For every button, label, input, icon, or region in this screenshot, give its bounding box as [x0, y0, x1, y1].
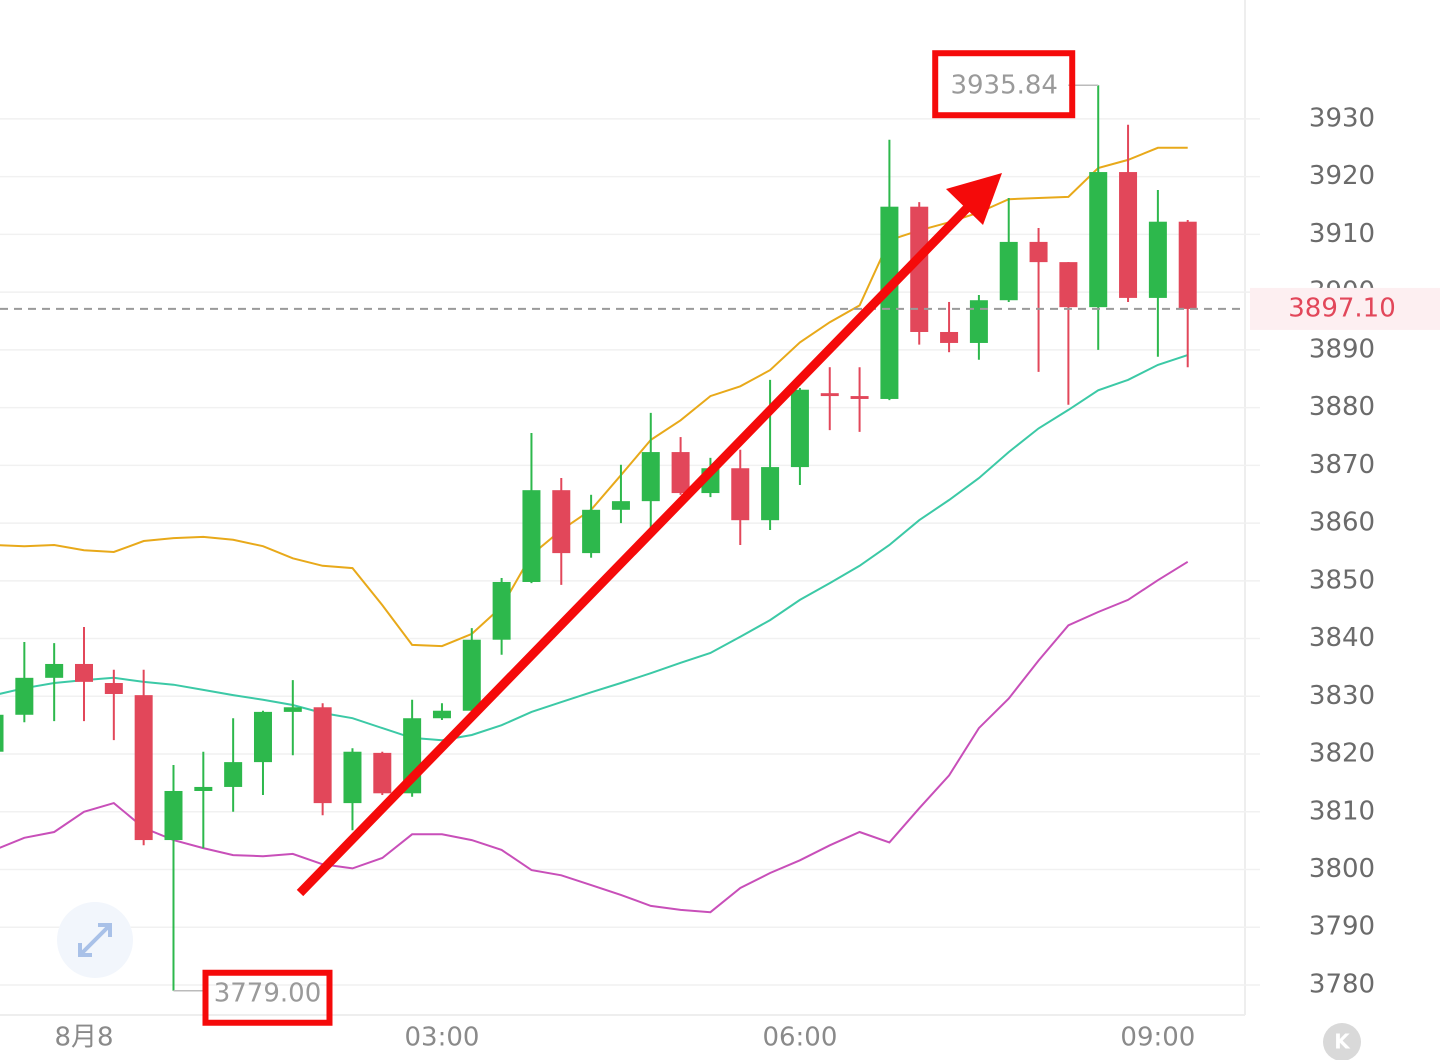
- candle-body: [522, 490, 541, 582]
- candle-body: [343, 751, 362, 804]
- candle-body: [1029, 241, 1048, 263]
- candle-body: [194, 786, 213, 791]
- trend-arrow-head: [946, 173, 1002, 225]
- candle-body: [253, 711, 272, 763]
- candle-body: [164, 790, 183, 841]
- candle-body: [761, 467, 780, 521]
- k-button-label[interactable]: K: [1334, 1030, 1351, 1054]
- candle-body: [671, 452, 690, 494]
- expand-button[interactable]: [57, 902, 133, 978]
- trend-arrow-shaft: [296, 201, 974, 897]
- low-label: 3779.00: [214, 978, 322, 1008]
- candle-body: [880, 206, 899, 399]
- y-tick-label: 3850: [1309, 565, 1375, 595]
- candles: [0, 85, 1197, 991]
- expand-icon: [78, 923, 112, 957]
- y-tick-label: 3780: [1309, 969, 1375, 999]
- y-tick-label: 3930: [1309, 103, 1375, 133]
- high-label-box: [932, 50, 1076, 119]
- candle-body: [1089, 172, 1108, 308]
- x-tick-label: 8月8: [54, 1023, 113, 1053]
- last-price-bg: [1250, 287, 1440, 330]
- candle-body: [999, 241, 1018, 301]
- low-label-box: [202, 969, 333, 1026]
- candle-body: [552, 490, 571, 554]
- y-tick-label: 3800: [1309, 854, 1375, 884]
- candle-body: [15, 677, 34, 715]
- candle-body: [313, 707, 332, 804]
- band-line: [0, 560, 1189, 914]
- y-tick-label: 3890: [1309, 334, 1375, 364]
- candle-body: [283, 707, 302, 712]
- labels: 3780 3790 3800 3810 3820 3830 3840 3850 3860 3870…: [0, 50, 1440, 1053]
- candle-body: [224, 762, 243, 787]
- k-button[interactable]: [1323, 1023, 1361, 1060]
- candle-body: [492, 581, 511, 640]
- candle-body: [611, 501, 630, 510]
- y-tick-label: 3920: [1309, 161, 1375, 191]
- x-tick-label: 09:00: [1120, 1023, 1195, 1053]
- candle-body: [910, 206, 929, 332]
- y-tick-label: 3830: [1309, 681, 1375, 711]
- x-tick-label: 03:00: [404, 1023, 479, 1053]
- candle-body: [969, 300, 988, 343]
- band-line: [0, 354, 1189, 742]
- candle-body: [820, 393, 839, 397]
- candle-body: [582, 509, 601, 554]
- candle-body: [1059, 262, 1078, 308]
- y-tick-label: 3860: [1309, 508, 1375, 538]
- y-tick-label: 3880: [1309, 392, 1375, 422]
- candle-body: [45, 663, 64, 678]
- candle-body: [462, 639, 481, 711]
- y-tick-label: 3810: [1309, 796, 1375, 826]
- y-tick-label: 3840: [1309, 623, 1375, 653]
- candle-body: [0, 714, 4, 752]
- last-price-label: 3897.10: [1288, 293, 1396, 323]
- candle-body: [75, 663, 93, 682]
- candle-body: [373, 752, 392, 794]
- candle-body: [731, 468, 750, 521]
- y-tick-label: 3790: [1309, 912, 1375, 942]
- x-tick-label: 06:00: [762, 1023, 837, 1053]
- candle-body: [1148, 221, 1167, 298]
- candle-body: [1119, 172, 1138, 298]
- candle-body: [641, 452, 660, 502]
- y-tick-label: 3870: [1309, 450, 1375, 480]
- grid: [0, 118, 1260, 986]
- candle-body: [432, 710, 451, 719]
- y-tick-label: 3910: [1309, 219, 1375, 249]
- candle-body: [940, 331, 959, 343]
- candle-body: [790, 389, 809, 468]
- candle-body: [104, 683, 123, 694]
- candle-body: [134, 695, 153, 841]
- candle-body: [850, 396, 869, 399]
- y-tick-label: 3820: [1309, 739, 1375, 769]
- candle-body: [1178, 221, 1197, 309]
- high-label: 3935.84: [950, 71, 1058, 101]
